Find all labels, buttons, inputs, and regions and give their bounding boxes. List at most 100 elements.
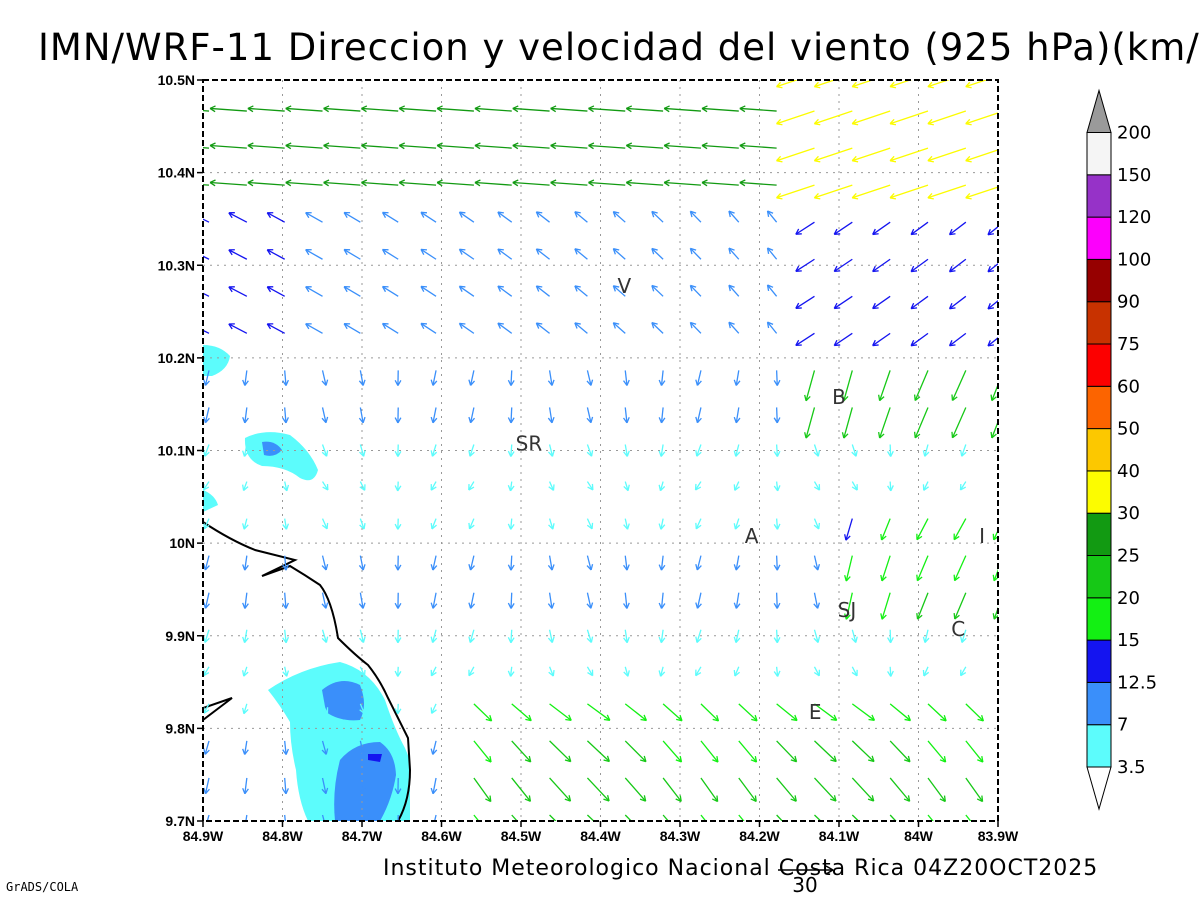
wind-arrow bbox=[872, 295, 891, 310]
wind-arrowhead bbox=[913, 431, 921, 439]
wind-arrowhead bbox=[507, 523, 515, 530]
wind-arrow bbox=[266, 323, 285, 334]
wind-arrow bbox=[660, 444, 664, 457]
wind-arrowhead bbox=[394, 379, 402, 386]
wind-arrow bbox=[242, 481, 248, 491]
wind-arrow bbox=[660, 370, 664, 386]
wind-arrowhead bbox=[474, 179, 481, 187]
wind-arrowhead bbox=[733, 450, 741, 457]
wind-arrowhead bbox=[242, 450, 249, 457]
wind-arrowhead bbox=[658, 379, 666, 386]
wind-arrow bbox=[437, 144, 474, 149]
speed-shading bbox=[203, 345, 410, 821]
wind-arrow bbox=[549, 703, 572, 721]
wind-arrow bbox=[728, 247, 740, 260]
wind-arrow bbox=[626, 144, 664, 149]
wind-arrowhead bbox=[485, 756, 492, 763]
wind-arrowhead bbox=[612, 285, 620, 292]
wind-arrow bbox=[588, 107, 626, 112]
city-label: B bbox=[832, 385, 846, 409]
wind-arrow bbox=[889, 481, 892, 491]
wind-arrowhead bbox=[535, 285, 543, 292]
wind-arrowhead bbox=[468, 450, 475, 457]
wind-arrow bbox=[359, 592, 364, 609]
wind-arrowhead bbox=[733, 564, 741, 571]
wind-arrowhead bbox=[623, 450, 630, 457]
wind-arrowhead bbox=[474, 142, 481, 150]
wind-arrow bbox=[431, 703, 437, 714]
wind-arrow bbox=[927, 814, 934, 821]
chart-title: IMN/WRF-11 Direccion y velocidad del vie… bbox=[38, 26, 1200, 69]
wind-arrow bbox=[851, 444, 857, 457]
city-label: E bbox=[809, 700, 822, 724]
wind-arrowhead bbox=[242, 564, 249, 571]
wind-arrow bbox=[243, 666, 248, 677]
wind-arrow bbox=[738, 740, 757, 763]
wind-arrowhead bbox=[886, 637, 894, 644]
wind-arrowhead bbox=[733, 523, 741, 530]
wind-arrowhead bbox=[468, 564, 475, 571]
wind-arrow bbox=[696, 370, 702, 386]
wind-arrowhead bbox=[203, 636, 210, 643]
wind-arrowhead bbox=[813, 192, 821, 200]
wind-arrowhead bbox=[512, 179, 519, 187]
wind-arrow bbox=[813, 444, 819, 457]
wind-arrow bbox=[469, 407, 475, 423]
wind-arrowhead bbox=[910, 302, 918, 310]
wind-arrow bbox=[949, 332, 967, 347]
wind-arrow bbox=[814, 740, 837, 762]
wind-arrowhead bbox=[977, 715, 985, 722]
wind-arrow bbox=[588, 71, 625, 74]
wind-arrowhead bbox=[851, 118, 859, 126]
wind-arrow bbox=[343, 249, 361, 260]
wind-arrow bbox=[266, 286, 285, 297]
wind-arrowhead bbox=[922, 669, 930, 677]
wind-arrow bbox=[872, 221, 891, 235]
wind-arrowhead bbox=[209, 179, 216, 187]
wind-arrowhead bbox=[436, 105, 443, 113]
wind-arrowhead bbox=[588, 105, 595, 113]
wind-arrow bbox=[475, 71, 512, 74]
wind-arrow bbox=[993, 529, 998, 541]
wind-arrowhead bbox=[242, 523, 249, 530]
wind-arrow bbox=[833, 221, 853, 235]
wind-arrow bbox=[659, 481, 664, 491]
wind-arrow bbox=[285, 181, 323, 186]
wind-arrow bbox=[775, 370, 778, 386]
wind-arrowhead bbox=[437, 69, 442, 75]
wind-arrow bbox=[359, 444, 365, 457]
wind-arrowhead bbox=[658, 602, 666, 609]
wind-arrow bbox=[965, 814, 972, 821]
wind-arrow bbox=[626, 181, 664, 186]
wind-arrowhead bbox=[475, 69, 480, 75]
wind-arrow bbox=[431, 518, 437, 530]
wind-arrowhead bbox=[321, 522, 329, 530]
wind-arrowhead bbox=[953, 574, 960, 582]
wind-arrowhead bbox=[733, 669, 741, 677]
wind-arrow bbox=[845, 555, 853, 582]
wind-arrowhead bbox=[916, 574, 923, 582]
city-label: C bbox=[951, 617, 965, 641]
wind-arrow bbox=[459, 211, 475, 223]
wind-arrow bbox=[284, 592, 287, 609]
wind-arrow bbox=[399, 181, 437, 186]
wind-arrow bbox=[459, 322, 475, 334]
wind-arrowhead bbox=[751, 714, 758, 722]
wind-arrowhead bbox=[868, 714, 876, 721]
wind-arrowhead bbox=[640, 714, 648, 722]
wind-arrow bbox=[321, 740, 327, 755]
wind-arrow bbox=[586, 370, 592, 386]
wind-arrowhead bbox=[586, 564, 594, 571]
wind-arrowhead bbox=[282, 788, 289, 795]
wind-arrow bbox=[664, 71, 701, 74]
wind-arrow bbox=[549, 814, 557, 821]
wind-arrowhead bbox=[903, 795, 911, 802]
wind-arrow bbox=[916, 555, 929, 581]
wind-arrowhead bbox=[394, 417, 402, 424]
wind-arrow bbox=[775, 555, 778, 571]
wind-arrowhead bbox=[695, 522, 702, 530]
wind-arrowhead bbox=[773, 379, 781, 386]
lat-tick-label: 10N bbox=[169, 535, 195, 551]
wind-arrow bbox=[612, 248, 626, 260]
wind-arrow bbox=[927, 740, 947, 763]
